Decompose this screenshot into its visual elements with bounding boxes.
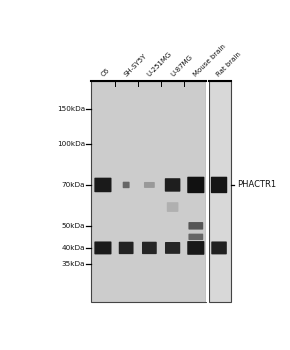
Text: 100kDa: 100kDa bbox=[57, 141, 85, 147]
FancyBboxPatch shape bbox=[165, 242, 180, 254]
Text: 70kDa: 70kDa bbox=[61, 182, 85, 188]
FancyBboxPatch shape bbox=[187, 241, 204, 255]
Text: C6: C6 bbox=[100, 67, 110, 78]
Text: Rat brain: Rat brain bbox=[216, 51, 243, 78]
Text: 35kDa: 35kDa bbox=[61, 261, 85, 267]
Text: U-87MG: U-87MG bbox=[169, 54, 193, 78]
FancyBboxPatch shape bbox=[188, 234, 203, 240]
Text: U-251MG: U-251MG bbox=[146, 51, 173, 78]
Bar bbox=[91, 81, 206, 302]
FancyBboxPatch shape bbox=[94, 178, 111, 192]
Text: SH-SY5Y: SH-SY5Y bbox=[123, 53, 148, 78]
FancyBboxPatch shape bbox=[188, 222, 203, 230]
FancyBboxPatch shape bbox=[211, 241, 227, 254]
FancyBboxPatch shape bbox=[94, 241, 111, 254]
Bar bbox=[209, 81, 231, 302]
Text: PHACTR1: PHACTR1 bbox=[238, 181, 277, 189]
FancyBboxPatch shape bbox=[167, 202, 178, 212]
FancyBboxPatch shape bbox=[142, 242, 157, 254]
FancyBboxPatch shape bbox=[123, 182, 130, 188]
FancyBboxPatch shape bbox=[165, 178, 180, 192]
Bar bbox=[206, 81, 209, 302]
FancyBboxPatch shape bbox=[119, 242, 133, 254]
FancyBboxPatch shape bbox=[144, 182, 155, 188]
FancyBboxPatch shape bbox=[211, 177, 227, 193]
Text: Mouse brain: Mouse brain bbox=[193, 43, 227, 78]
Text: 150kDa: 150kDa bbox=[57, 106, 85, 112]
Text: 40kDa: 40kDa bbox=[61, 245, 85, 251]
Text: 50kDa: 50kDa bbox=[61, 223, 85, 229]
FancyBboxPatch shape bbox=[187, 177, 204, 193]
